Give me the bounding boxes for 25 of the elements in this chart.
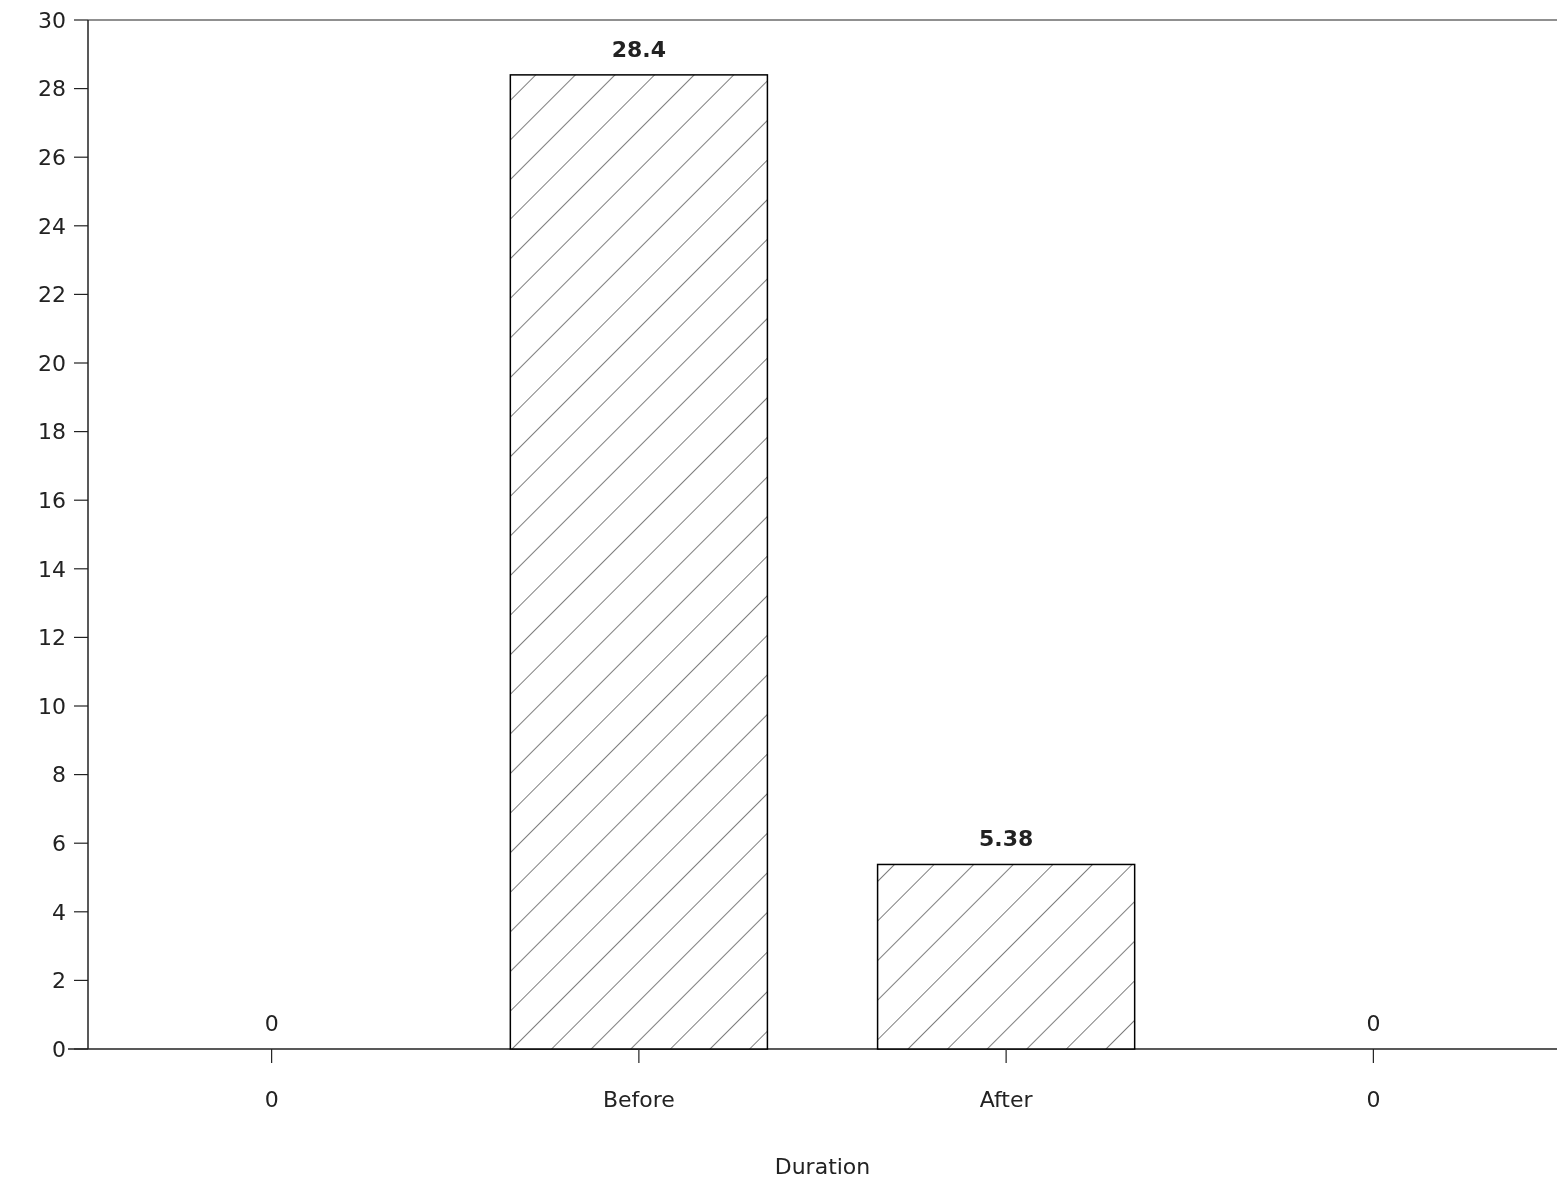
data-label: 5.38: [978, 826, 1034, 852]
data-label: 0: [264, 1011, 279, 1036]
x-tick-label: 0: [1366, 1087, 1381, 1112]
y-tick-label: 2: [52, 968, 66, 994]
y-tick-label: 4: [52, 899, 66, 925]
x-tick-label: 0: [264, 1087, 279, 1112]
y-tick-label: 8: [52, 762, 66, 788]
x-axis-title: Duration: [774, 1154, 871, 1179]
y-tick-label: 26: [38, 144, 66, 170]
x-tick-label: Before: [602, 1087, 675, 1112]
y-tick-label: 28: [38, 76, 66, 102]
y-tick-label: 30: [38, 7, 66, 33]
y-tick-label: 18: [38, 419, 66, 445]
y-tick-label: 14: [38, 556, 66, 582]
x-tick-label: After: [979, 1087, 1034, 1112]
y-tick-label: 12: [38, 625, 66, 651]
y-tick-label: 6: [52, 830, 66, 856]
data-label: 0: [1366, 1011, 1381, 1036]
y-tick-label: 20: [38, 350, 66, 376]
y-tick-label: 22: [38, 282, 66, 308]
y-tick-label: 10: [38, 693, 66, 719]
y-tick-label: 16: [38, 487, 66, 513]
y-tick-label: 0: [52, 1036, 66, 1062]
y-tick-label: 24: [38, 213, 66, 239]
data-label: 28.4: [611, 36, 667, 62]
